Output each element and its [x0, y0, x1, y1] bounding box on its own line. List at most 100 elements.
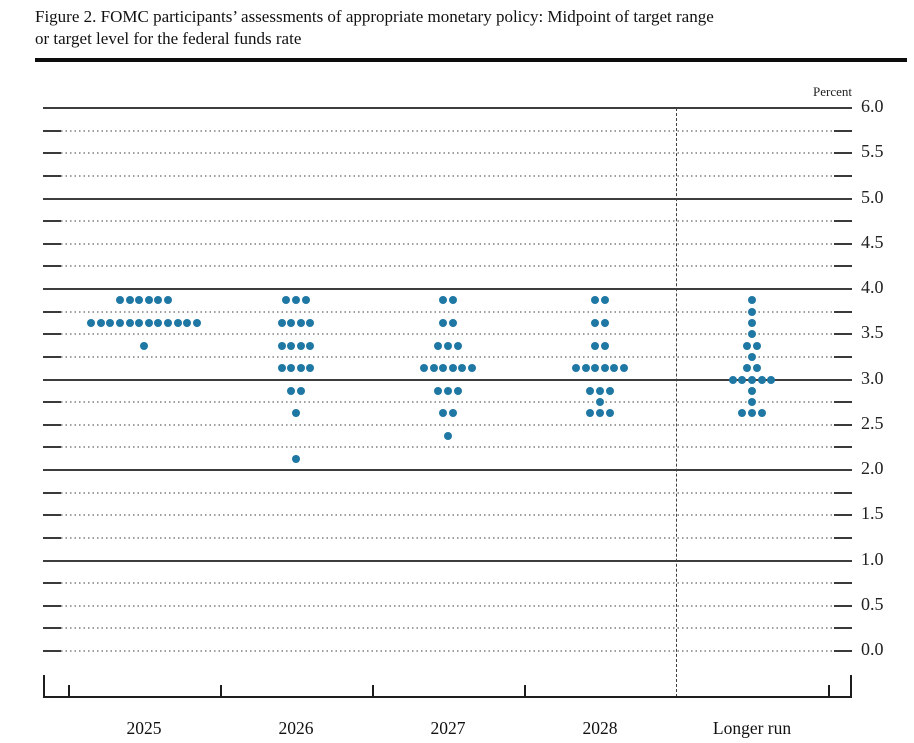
y-tick-right: [834, 220, 852, 223]
y-tick-left: [43, 536, 61, 539]
y-gridline-dotted-5.75: [61, 129, 834, 132]
y-tick-left: [43, 129, 61, 132]
projection-dot: [444, 432, 452, 441]
projection-dot: [767, 375, 776, 384]
projection-dot: [183, 318, 192, 327]
y-tick-left: [43, 355, 61, 358]
y-tick-right: [834, 446, 852, 449]
projection-dot: [154, 296, 163, 305]
dot-plot-canvas: Percent 6.0 5.5 5.0 4.5 4.0 3.5 3.0 2.5 2.0 1.5 1.…: [0, 70, 914, 743]
projection-dot: [605, 409, 614, 418]
y-gridline-dotted-4.50: [61, 242, 834, 245]
projection-dot: [748, 307, 756, 316]
projection-dot: [192, 318, 201, 327]
y-gridline-dotted-3.75: [61, 310, 834, 313]
projection-dot: [306, 364, 315, 373]
projection-dot: [439, 409, 448, 418]
projection-dot: [125, 318, 134, 327]
projection-dot: [135, 296, 144, 305]
y-gridline-dotted-0.75: [61, 582, 834, 585]
y-axis-label: 2.0: [861, 458, 884, 478]
projection-dot: [757, 409, 766, 418]
y-tick-left: [43, 265, 61, 268]
projection-dot: [605, 386, 614, 395]
projection-dot: [287, 364, 296, 373]
y-axis-label: 2.5: [861, 412, 884, 433]
y-axis-label: 1.5: [861, 503, 884, 524]
projection-dot: [87, 318, 96, 327]
projection-dot: [468, 364, 476, 373]
y-axis-label: 0.5: [861, 593, 884, 614]
projection-dot: [586, 386, 595, 395]
projection-dot: [453, 341, 462, 350]
y-gridline-dotted-3.25: [61, 355, 834, 358]
projection-dot: [296, 318, 305, 327]
projection-dot: [738, 409, 747, 418]
projection-dot: [743, 364, 752, 373]
y-tick-left: [43, 491, 61, 494]
y-gridline-dotted-0.00: [61, 650, 834, 652]
projection-dot: [743, 341, 752, 350]
projection-dot: [448, 364, 457, 373]
x-axis-tick: [524, 685, 526, 697]
projection-dot: [748, 352, 756, 361]
projection-dot: [164, 318, 172, 327]
y-axis-label: 3.5: [861, 322, 884, 343]
projection-dot: [116, 318, 124, 327]
projection-dot: [748, 318, 756, 327]
y-tick-left: [43, 401, 61, 404]
y-tick-left: [43, 627, 61, 630]
y-tick-right: [834, 423, 852, 426]
projection-dot: [96, 318, 105, 327]
projection-dot: [453, 386, 462, 395]
projection-dot: [292, 296, 300, 305]
y-gridline-dotted-4.25: [61, 265, 834, 268]
y-tick-left: [43, 514, 61, 517]
projection-dot: [586, 409, 595, 418]
projection-dot: [591, 341, 600, 350]
projection-dot: [140, 341, 148, 350]
x-axis-end-tick: [43, 675, 45, 697]
projection-dot: [591, 364, 600, 373]
projection-dot: [125, 296, 134, 305]
projection-dot: [448, 296, 457, 305]
projection-dot: [282, 296, 291, 305]
y-gridline-dotted-3.50: [61, 333, 834, 336]
projection-dot: [757, 375, 766, 384]
y-gridline-dotted-1.75: [61, 491, 834, 494]
y-tick-right: [834, 604, 852, 607]
y-axis-label: 6.0: [861, 96, 884, 116]
projection-dot: [620, 364, 628, 373]
y-tick-left: [43, 446, 61, 449]
x-axis-label: 2025: [126, 718, 162, 738]
projection-dot: [173, 318, 182, 327]
projection-dot: [458, 364, 467, 373]
x-axis-end-tick: [850, 675, 852, 697]
projection-dot: [748, 375, 756, 384]
y-gridline-dotted-0.25: [61, 627, 834, 630]
projection-dot: [296, 386, 305, 395]
y-tick-right: [834, 650, 852, 652]
projection-dot: [439, 364, 448, 373]
y-gridline-solid-5.00: [43, 197, 852, 200]
projection-dot: [164, 296, 172, 305]
projection-dot: [429, 364, 438, 373]
y-tick-right: [834, 129, 852, 132]
y-tick-left: [43, 582, 61, 585]
projection-dot: [448, 318, 457, 327]
x-axis-tick: [372, 685, 374, 697]
x-axis-line: [43, 696, 852, 698]
x-axis-label: 2026: [278, 718, 314, 738]
projection-dot: [600, 296, 609, 305]
x-axis-tick: [68, 685, 70, 697]
y-tick-left: [43, 604, 61, 607]
y-tick-left: [43, 310, 61, 313]
y-tick-left: [43, 174, 61, 177]
y-gridline-solid-1.00: [43, 559, 852, 562]
y-tick-left: [43, 242, 61, 245]
y-axis-label: 1.0: [861, 548, 884, 569]
projection-dot: [748, 409, 756, 418]
projection-dot: [154, 318, 163, 327]
projection-dot: [748, 386, 756, 395]
projection-dot: [106, 318, 115, 327]
